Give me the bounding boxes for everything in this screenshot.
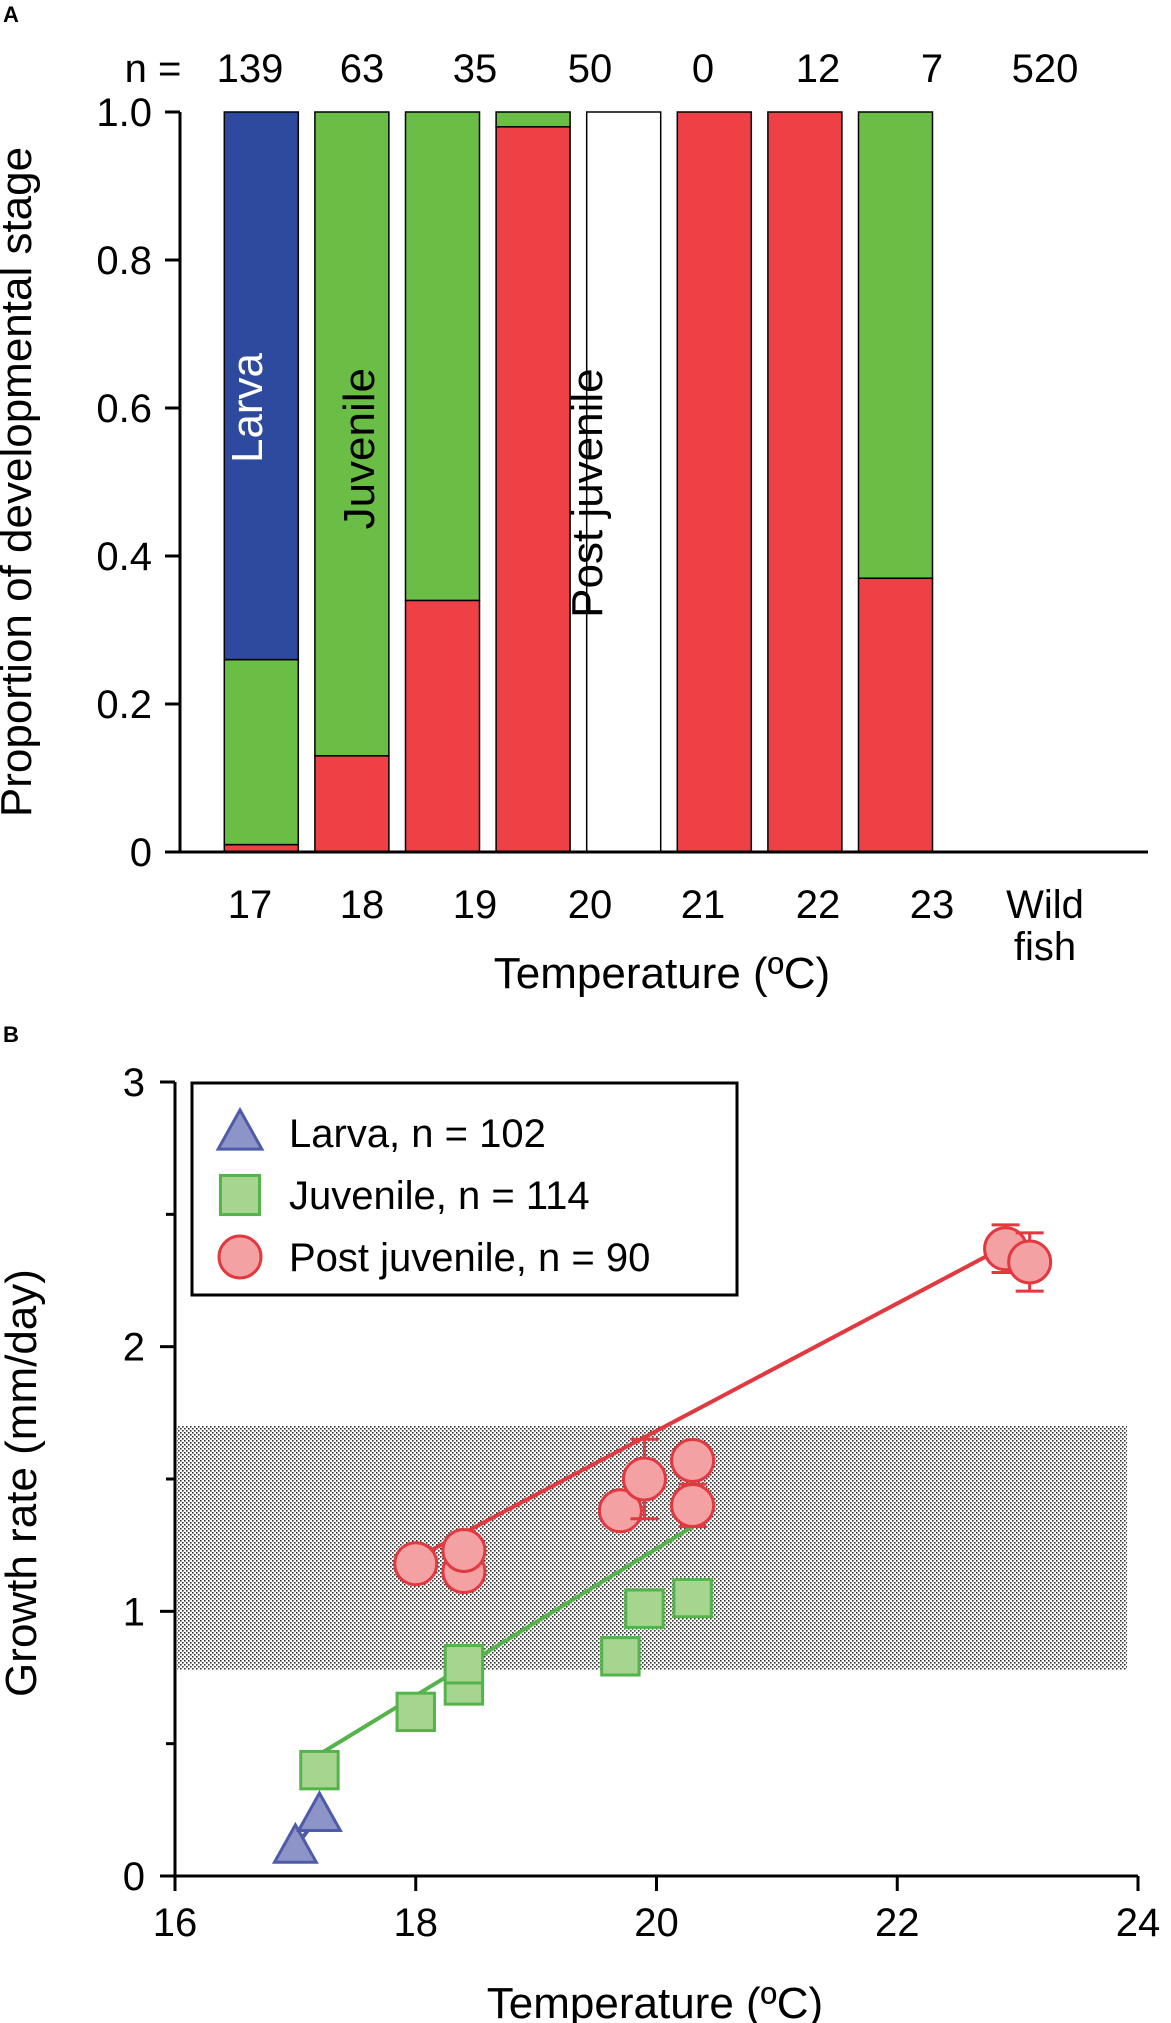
- y-axis-title: Proportion of developmental stage: [0, 147, 41, 817]
- legend-marker-square: [218, 1173, 262, 1217]
- x-tick-label: 22: [796, 883, 841, 927]
- data-point-circle: [1007, 1239, 1053, 1285]
- fit-line-juvenile: [318, 1524, 694, 1756]
- data-point-circle: [670, 1482, 716, 1528]
- n-count-label: 63: [340, 47, 385, 91]
- x-tick-label: 18: [340, 883, 385, 927]
- legend-item-post-juvenile: Post juvenile, n = 90: [217, 1234, 650, 1280]
- data-point-circle: [597, 1488, 643, 1534]
- bar-segment-empty: [585, 111, 662, 853]
- legend-label: Larva, n = 102: [289, 1112, 546, 1156]
- x-tick-label: 21: [681, 883, 726, 927]
- y-tick-label: 1: [123, 1590, 145, 1634]
- y-tick-label: 1.0: [96, 91, 152, 135]
- in-bar-label: Post juvenile: [563, 368, 612, 617]
- panel-b-chart: 0 1 2 3 16 18 20 22 24 Larva, n = 102 Juvenile, …: [0, 1061, 1160, 2023]
- x-tick-label: 23: [910, 883, 955, 927]
- legend-box: [190, 1081, 739, 1297]
- y-tick-label: 0.4: [96, 535, 152, 579]
- n-count-label: 0: [692, 47, 714, 91]
- legend-marker-circle: [217, 1234, 263, 1280]
- series-larva: [271, 1790, 343, 1864]
- n-count-label: 35: [453, 47, 498, 91]
- legend-label: Juvenile, n = 114: [289, 1174, 590, 1218]
- x-tick-label: Wild: [1006, 883, 1084, 927]
- bar-stack: [857, 111, 934, 853]
- bar-segment-post-juvenile: [495, 126, 571, 853]
- bar-segment-juvenile: [495, 111, 571, 128]
- bar-segment-post-juvenile: [314, 755, 390, 853]
- x-tick-label: 19: [453, 883, 498, 927]
- n-prefix-label: n =: [125, 47, 182, 91]
- bar-segment-post-juvenile: [676, 111, 753, 853]
- legend-item-larva: Larva, n = 102: [215, 1106, 546, 1156]
- data-point-square: [443, 1644, 485, 1685]
- data-point-square: [600, 1636, 641, 1677]
- data-point-triangle: [271, 1821, 319, 1864]
- data-point-square: [672, 1577, 713, 1619]
- x-tick-label: 20: [634, 1901, 679, 1945]
- y-tick-label: 2: [123, 1326, 145, 1370]
- data-point-circle: [621, 1456, 667, 1502]
- bar-stack: [676, 111, 753, 853]
- legend-item-juvenile: Juvenile, n = 114: [218, 1173, 590, 1218]
- bar-segment-post-juvenile: [767, 111, 843, 853]
- panel-a-chart: n = 139 63 35 50 0 12 7 520 Larva Juvenile Post ju…: [0, 47, 1148, 998]
- data-point-triangle: [295, 1790, 343, 1833]
- bar-segment-juvenile: [857, 111, 934, 579]
- data-point-square: [624, 1588, 665, 1629]
- bar-stack: [223, 111, 300, 853]
- data-point-square: [395, 1691, 436, 1733]
- y-tick-label: 0.8: [96, 239, 152, 283]
- fit-line-post-juvenile: [414, 1244, 1007, 1561]
- y-tick-label: 0.6: [96, 387, 152, 431]
- legend-label: Post juvenile, n = 90: [289, 1236, 650, 1280]
- bar-segment-juvenile: [314, 111, 390, 757]
- panel-a-label: A: [3, 2, 19, 27]
- y-tick-label: 3: [123, 1061, 145, 1105]
- n-count-label: 139: [217, 47, 284, 91]
- x-tick-label: 18: [394, 1901, 439, 1945]
- data-point-circle: [670, 1437, 716, 1483]
- panel-b-label: B: [3, 1022, 19, 1047]
- bar-stack: [495, 111, 571, 853]
- bar-segment-post-juvenile: [857, 577, 934, 853]
- x-tick-label: 24: [1116, 1901, 1161, 1945]
- series-post-juvenile: [393, 1223, 1053, 1595]
- data-point-square: [299, 1749, 340, 1791]
- in-bar-label: Juvenile: [335, 368, 384, 529]
- x-tick-label: 20: [568, 883, 613, 927]
- legend-marker-triangle: [215, 1106, 265, 1151]
- n-count-label: 50: [568, 47, 613, 91]
- bar-segment-larva: [223, 111, 300, 661]
- y-axis-title: Growth rate (mm/day): [0, 1269, 46, 1697]
- n-count-label: 520: [1012, 47, 1079, 91]
- in-bar-label: Larva: [223, 352, 272, 463]
- x-tick-label: 22: [875, 1901, 920, 1945]
- x-axis-title: Temperature (ºC): [487, 1979, 823, 2023]
- n-count-label: 12: [796, 47, 841, 91]
- bar-stack: [585, 111, 662, 853]
- y-tick-label: 0: [123, 1855, 145, 1899]
- x-tick-label: 17: [228, 883, 273, 927]
- n-count-label: 7: [921, 47, 943, 91]
- bar-stack: [767, 111, 843, 853]
- series-juvenile: [299, 1577, 713, 1791]
- x-tick-label: 16: [153, 1901, 198, 1945]
- data-point-circle: [441, 1527, 487, 1573]
- bar-segment-juvenile: [223, 658, 300, 846]
- x-axis-title: Temperature (ºC): [494, 949, 830, 998]
- bar-segment-post-juvenile: [404, 599, 481, 853]
- y-tick-label: 0.2: [96, 683, 152, 727]
- bar-stack: [314, 111, 390, 853]
- x-tick-label: fish: [1014, 925, 1076, 969]
- bar-stack: [404, 111, 481, 853]
- legend: Larva, n = 102 Juvenile, n = 114 Post juve…: [190, 1081, 739, 1297]
- y-tick-label: 0: [130, 831, 152, 875]
- data-point-circle: [393, 1541, 439, 1587]
- bar-segment-juvenile: [404, 111, 481, 602]
